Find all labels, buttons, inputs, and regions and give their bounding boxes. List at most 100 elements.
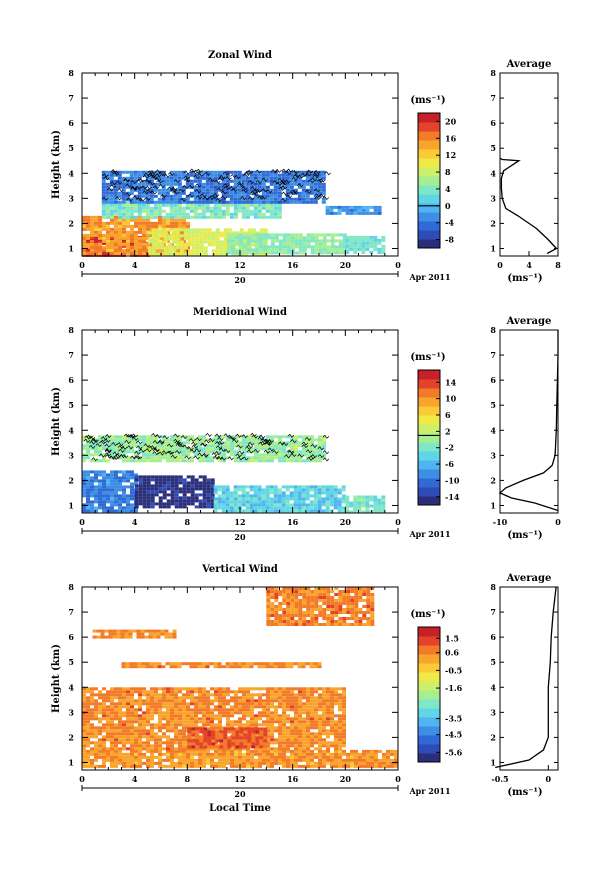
heatmap-cell — [150, 456, 154, 460]
heatmap-cell — [86, 447, 90, 451]
heatmap-cell — [169, 194, 174, 198]
heatmap-cell — [137, 182, 142, 186]
heatmap-cell — [205, 173, 210, 177]
heatmap-cell — [334, 761, 338, 765]
heatmap-cell — [195, 231, 200, 235]
heatmap-cell — [261, 206, 266, 210]
heatmap-cell — [269, 170, 274, 174]
heatmap-cell — [262, 702, 266, 706]
heatmap-cell — [242, 233, 247, 237]
heatmap-cell — [182, 493, 187, 497]
heatmap-cell — [171, 240, 176, 244]
heatmap-cell — [277, 203, 282, 207]
heatmap-cell — [170, 747, 174, 751]
heatmap-cell — [90, 747, 94, 751]
colorbar-segment — [418, 406, 440, 416]
average-y-tick-label: 2 — [490, 218, 496, 228]
heatmap-cell — [377, 241, 382, 245]
heatmap-cell — [94, 441, 98, 445]
heatmap-cell — [163, 228, 168, 232]
heatmap-cell — [266, 726, 270, 730]
heatmap-cell — [154, 761, 158, 765]
heatmap-cell — [82, 447, 86, 451]
heatmap-cell — [270, 699, 274, 703]
heatmap-cell — [309, 485, 314, 489]
contour-mark — [208, 177, 215, 182]
heatmap-cell — [170, 218, 174, 222]
heatmap-cell — [166, 708, 170, 712]
heatmap-cell — [250, 708, 254, 712]
heatmap-cell — [266, 735, 270, 739]
heatmap-cell — [305, 194, 310, 198]
heatmap-cell — [90, 233, 94, 237]
heatmap-cell — [118, 248, 122, 252]
heatmap-cell — [138, 490, 143, 494]
heatmap-cell — [122, 470, 126, 474]
heatmap-cell — [290, 699, 294, 703]
heatmap-cell — [206, 752, 210, 756]
colorbar-segment — [418, 122, 440, 132]
heatmap-cell — [114, 221, 118, 225]
heatmap-cell — [125, 215, 130, 219]
heatmap-cell — [298, 741, 302, 745]
heatmap-cell — [217, 497, 222, 501]
heatmap-cell — [169, 209, 174, 213]
heatmap-cell — [222, 761, 226, 765]
heatmap-cell — [130, 253, 134, 257]
heatmap-cell — [102, 444, 106, 448]
heatmap-cell — [170, 484, 175, 488]
heatmap-cell — [197, 206, 202, 210]
heatmap-cell — [109, 200, 114, 204]
heatmap-cell — [345, 250, 350, 254]
heatmap-cell — [298, 702, 302, 706]
heatmap-cell — [237, 209, 242, 213]
heatmap-cell — [182, 702, 186, 706]
heatmap-cell — [198, 450, 202, 454]
average-x-label: (ms⁻¹) — [507, 273, 542, 284]
heatmap-cell — [213, 188, 218, 192]
heatmap-cell — [166, 735, 170, 739]
heatmap-cell — [301, 197, 306, 201]
heatmap-cell — [309, 188, 314, 192]
heatmap-cell — [98, 717, 102, 721]
heatmap-cell — [86, 242, 90, 246]
heatmap-cell — [290, 236, 295, 240]
heatmap-cell — [178, 744, 182, 748]
heatmap-cell — [314, 438, 318, 442]
heatmap-cell — [126, 741, 130, 745]
heatmap-cell — [142, 744, 146, 748]
contour-mark — [280, 198, 288, 203]
heatmap-cell — [151, 252, 156, 256]
heatmap-cell — [138, 749, 142, 753]
heatmap-cell — [322, 441, 326, 445]
heatmap-cell — [102, 497, 106, 501]
heatmap-cell — [338, 764, 342, 768]
heatmap-cell — [302, 752, 306, 756]
heatmap-cell — [130, 438, 134, 442]
heatmap-cell — [313, 197, 318, 201]
heatmap-cell — [190, 720, 194, 724]
contour-mark — [101, 196, 109, 201]
heatmap-cell — [214, 764, 218, 768]
heatmap-cell — [102, 726, 106, 730]
heatmap-cell — [202, 764, 206, 768]
heatmap-cell — [90, 488, 94, 492]
heatmap-cell — [210, 496, 215, 500]
heatmap-cell — [301, 506, 306, 510]
heatmap-cell — [245, 170, 250, 174]
heatmap-cell — [126, 702, 130, 706]
contour-mark — [278, 441, 285, 446]
heatmap-cell — [226, 441, 230, 445]
heatmap-cell — [317, 194, 322, 198]
heatmap-cell — [205, 170, 210, 174]
heatmap-cell — [150, 505, 155, 509]
heatmap-cell — [106, 738, 110, 742]
heatmap-cell — [187, 252, 192, 256]
heatmap-cell — [90, 708, 94, 712]
heatmap-cell — [195, 240, 200, 244]
heatmap-cell — [322, 245, 327, 249]
contour-mark — [98, 453, 106, 458]
heatmap-cell — [203, 231, 208, 235]
contour-mark — [128, 434, 135, 439]
heatmap-cell — [215, 252, 220, 256]
